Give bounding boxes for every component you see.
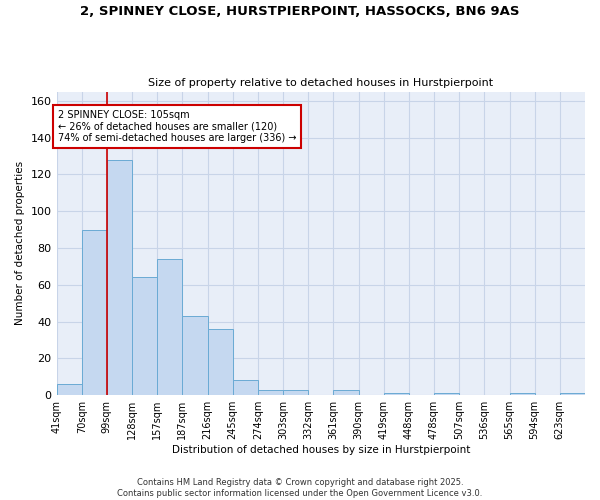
Bar	[434, 394, 459, 395]
Bar	[233, 380, 258, 395]
Y-axis label: Number of detached properties: Number of detached properties	[15, 162, 25, 326]
Bar	[157, 259, 182, 395]
Bar	[182, 316, 208, 395]
Bar	[132, 278, 157, 395]
Bar	[334, 390, 359, 395]
Title: Size of property relative to detached houses in Hurstpierpoint: Size of property relative to detached ho…	[148, 78, 493, 88]
Bar	[258, 390, 283, 395]
Bar	[208, 329, 233, 395]
Bar	[560, 394, 585, 395]
Bar	[283, 390, 308, 395]
Bar	[383, 394, 409, 395]
Text: 2, SPINNEY CLOSE, HURSTPIERPOINT, HASSOCKS, BN6 9AS: 2, SPINNEY CLOSE, HURSTPIERPOINT, HASSOC…	[80, 5, 520, 18]
Bar	[509, 394, 535, 395]
Bar	[107, 160, 132, 395]
Bar	[82, 230, 107, 395]
X-axis label: Distribution of detached houses by size in Hurstpierpoint: Distribution of detached houses by size …	[172, 445, 470, 455]
Text: 2 SPINNEY CLOSE: 105sqm
← 26% of detached houses are smaller (120)
74% of semi-d: 2 SPINNEY CLOSE: 105sqm ← 26% of detache…	[58, 110, 296, 143]
Text: Contains HM Land Registry data © Crown copyright and database right 2025.
Contai: Contains HM Land Registry data © Crown c…	[118, 478, 482, 498]
Bar	[56, 384, 82, 395]
